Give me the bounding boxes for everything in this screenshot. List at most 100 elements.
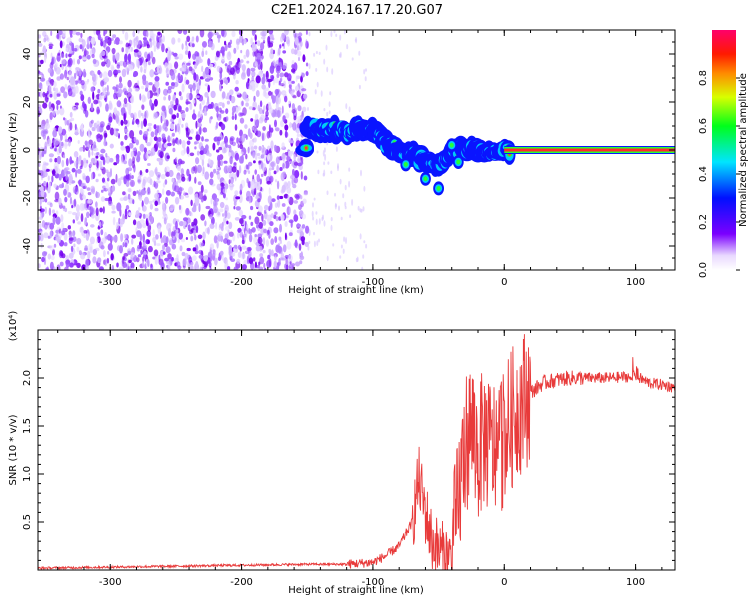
- noise-speckle: [213, 199, 217, 208]
- noise-speckle: [301, 224, 306, 229]
- noise-speckle: [281, 43, 285, 47]
- noise-speckle: [249, 132, 253, 139]
- noise-speckle: [121, 68, 127, 78]
- noise-speckle: [100, 148, 106, 154]
- noise-speckle: [253, 145, 258, 150]
- noise-speckle: [63, 154, 66, 159]
- noise-speckle: [120, 233, 124, 242]
- noise-speckle: [106, 177, 110, 182]
- noise-speckle: [143, 39, 149, 45]
- noise-speckle: [91, 71, 95, 78]
- noise-speckle: [149, 99, 153, 107]
- noise-speckle: [236, 169, 240, 178]
- noise-speckle: [128, 142, 134, 149]
- noise-speckle: [128, 158, 133, 167]
- noise-speckle: [225, 116, 229, 122]
- noise-speckle: [40, 90, 43, 99]
- noise-speckle: [189, 211, 192, 217]
- noise-speckle: [116, 64, 121, 69]
- noise-speckle: [129, 179, 135, 187]
- noise-speckle: [49, 112, 53, 121]
- noise-speckle: [88, 149, 91, 158]
- noise-speckle: [124, 111, 127, 119]
- noise-speckle: [137, 179, 141, 183]
- noise-speckle: [80, 94, 85, 102]
- noise-speckle: [122, 255, 126, 260]
- noise-speckle: [131, 267, 134, 270]
- noise-speckle: [69, 30, 73, 36]
- noise-speckle: [48, 83, 53, 92]
- noise-speckle: [141, 43, 146, 48]
- noise-speckle: [90, 185, 95, 192]
- noise-speckle: [292, 183, 297, 189]
- noise-speckle: [174, 124, 177, 133]
- noise-speckle: [178, 91, 182, 97]
- noise-speckle: [224, 40, 227, 46]
- noise-speckle: [161, 114, 166, 122]
- ridge-blob: [423, 176, 428, 182]
- noise-speckle: [38, 151, 42, 161]
- noise-speckle: [344, 205, 347, 210]
- noise-speckle: [242, 234, 244, 242]
- noise-speckle: [271, 95, 276, 104]
- noise-speckle: [78, 179, 82, 187]
- noise-speckle: [186, 92, 191, 100]
- noise-speckle: [61, 230, 66, 236]
- noise-speckle: [118, 217, 121, 225]
- noise-speckle: [139, 130, 143, 135]
- noise-speckle: [190, 128, 194, 134]
- noise-speckle: [252, 151, 256, 159]
- noise-speckle: [274, 236, 278, 243]
- noise-speckle: [164, 62, 169, 69]
- noise-speckle: [177, 37, 181, 43]
- noise-speckle: [238, 194, 243, 203]
- noise-speckle: [110, 253, 114, 261]
- noise-speckle: [217, 173, 221, 178]
- noise-speckle: [85, 233, 90, 241]
- noise-speckle: [136, 190, 139, 194]
- noise-speckle: [349, 214, 352, 218]
- noise-speckle: [300, 171, 303, 180]
- ridge-blob: [436, 186, 441, 191]
- noise-speckle: [183, 191, 186, 197]
- noise-speckle: [253, 95, 256, 102]
- noise-speckle: [83, 233, 86, 238]
- noise-speckle: [49, 90, 52, 94]
- noise-speckle: [217, 256, 222, 261]
- noise-speckle: [284, 112, 290, 119]
- noise-speckle: [229, 155, 233, 165]
- noise-speckle: [188, 173, 192, 182]
- noise-speckle: [147, 187, 151, 192]
- noise-speckle: [275, 66, 281, 74]
- noise-speckle: [72, 219, 76, 224]
- noise-speckle: [167, 253, 172, 260]
- noise-speckle: [231, 105, 237, 113]
- noise-speckle: [239, 144, 244, 150]
- noise-speckle: [123, 252, 129, 257]
- noise-speckle: [62, 205, 66, 209]
- noise-speckle: [254, 216, 260, 225]
- noise-speckle: [39, 199, 42, 206]
- noise-speckle: [149, 38, 152, 42]
- noise-speckle: [123, 234, 127, 239]
- noise-speckle: [58, 145, 62, 154]
- noise-speckle: [119, 76, 122, 83]
- noise-speckle: [39, 213, 43, 218]
- signal-ridge: [295, 114, 675, 196]
- noise-speckle: [226, 92, 230, 100]
- noise-speckle: [318, 238, 320, 243]
- noise-speckle: [338, 205, 340, 211]
- noise-speckle: [290, 175, 295, 180]
- noise-speckle: [172, 138, 176, 147]
- noise-speckle: [244, 250, 250, 255]
- noise-speckle: [219, 159, 224, 167]
- noise-speckle: [188, 256, 193, 264]
- noise-speckle: [222, 77, 226, 81]
- noise-speckle: [92, 80, 97, 86]
- noise-speckle: [267, 154, 270, 162]
- noise-speckle: [40, 85, 43, 90]
- noise-speckle: [282, 172, 287, 179]
- noise-speckle: [361, 266, 364, 270]
- y-tick-label: 0: [22, 147, 33, 153]
